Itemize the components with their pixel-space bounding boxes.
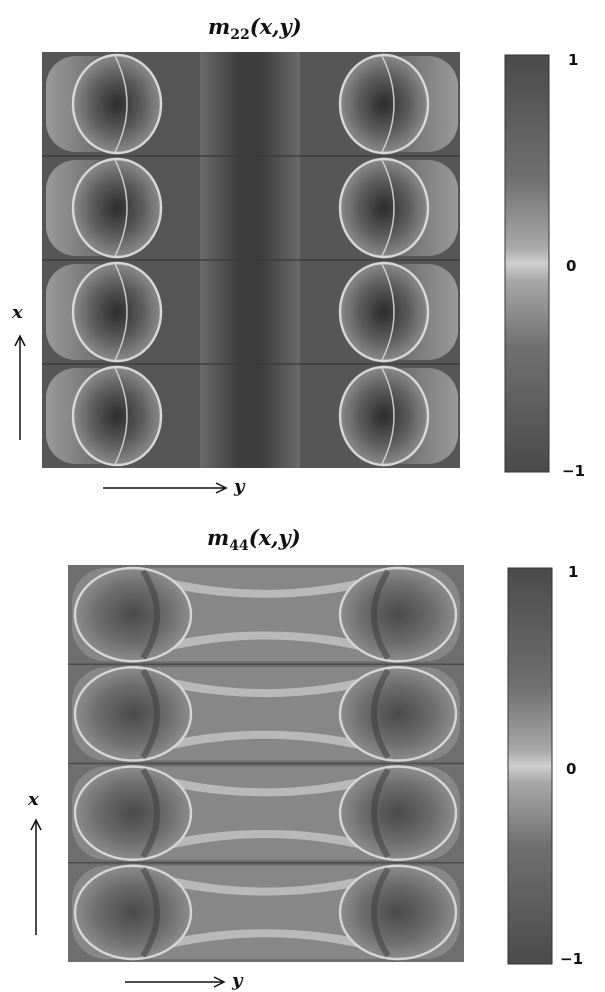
chart-m22: m22(x,y) x y 1 0 −1 [11,14,585,497]
cell-core [73,367,161,465]
cell-core [340,667,456,761]
heatmap-cells [68,566,464,961]
cell-ring [71,261,163,363]
cell-ring [73,566,193,663]
colorbar: 1 0 −1 [507,563,583,968]
colorbar: 1 0 −1 [504,51,585,480]
cell-core [73,159,161,257]
cell-shadow [140,767,160,859]
hourglass-band-top [133,767,398,797]
ylabel: x [11,302,23,323]
cell-arc [381,159,395,257]
cell-core [340,263,428,361]
colorbar-gradient [504,54,550,473]
x-axis-arrow [14,334,26,440]
cell-arc [114,55,128,153]
hourglass-band-bottom [133,829,398,859]
cell-core [340,766,456,860]
cell-arc [381,263,395,361]
cell-core [340,865,456,959]
cell-ring [73,666,193,762]
cell-ring [338,261,430,363]
colorbar-tick-max: 1 [568,51,578,69]
hourglass-band-top [133,668,398,698]
cell-core [75,766,191,860]
heatmap-plot-area [68,565,464,962]
hourglass-band-bottom [133,631,398,661]
colorbar-tick-zero: 0 [566,760,576,778]
colorbar-gradient [507,567,553,965]
cell-core [73,55,161,153]
y-axis-arrow [125,976,226,988]
colorbar-tick-zero: 0 [566,257,576,275]
cell-core [73,263,161,361]
cell-core [340,55,428,153]
colorbar-tick-max: 1 [568,563,578,581]
cell-arc [114,263,128,361]
cell-ring [338,157,430,259]
cell-ring [338,566,458,663]
heatmap-plot-area [42,52,460,468]
cell-ring [73,864,193,961]
cell-arc [114,367,128,465]
cell-ring [71,365,163,467]
chart-m44: m44(x,y) x y 1 0 −1 [27,525,583,991]
chart-title: m44(x,y) [207,525,301,554]
hourglass-band-top [133,569,398,598]
cell-arc [381,55,395,153]
y-axis-arrow [103,482,228,494]
cell-core [75,667,191,761]
colorbar-tick-min: −1 [560,950,583,968]
cell-core [340,159,428,257]
cell-shadow [371,569,391,660]
cell-arc [381,367,395,465]
cell-shadow [140,569,160,660]
cell-core [340,568,456,662]
cell-arc [114,159,128,257]
hourglass-band-top [133,866,398,896]
cell-shadow [371,867,391,958]
cell-shadow [371,767,391,859]
cell-core [340,367,428,465]
x-axis-arrow [30,818,42,935]
cell-core [75,568,191,662]
cell-shadow [371,668,391,760]
ylabel: x [27,789,39,810]
heatmap-cells [42,53,460,467]
hourglass-band-bottom [133,730,398,760]
cell-ring [71,157,163,259]
cell-core [75,865,191,959]
xlabel: y [231,970,244,991]
colorbar-tick-min: −1 [562,462,585,480]
hourglass-band-bottom [133,929,398,958]
chart-title: m22(x,y) [208,14,302,43]
cell-ring [338,765,458,861]
cell-ring [338,864,458,961]
cell-shadow [140,867,160,958]
xlabel: y [233,476,246,497]
cell-ring [338,365,430,467]
cell-ring [71,53,163,155]
cell-ring [338,53,430,155]
cell-shadow [140,668,160,760]
cell-ring [73,765,193,861]
cell-ring [338,666,458,762]
